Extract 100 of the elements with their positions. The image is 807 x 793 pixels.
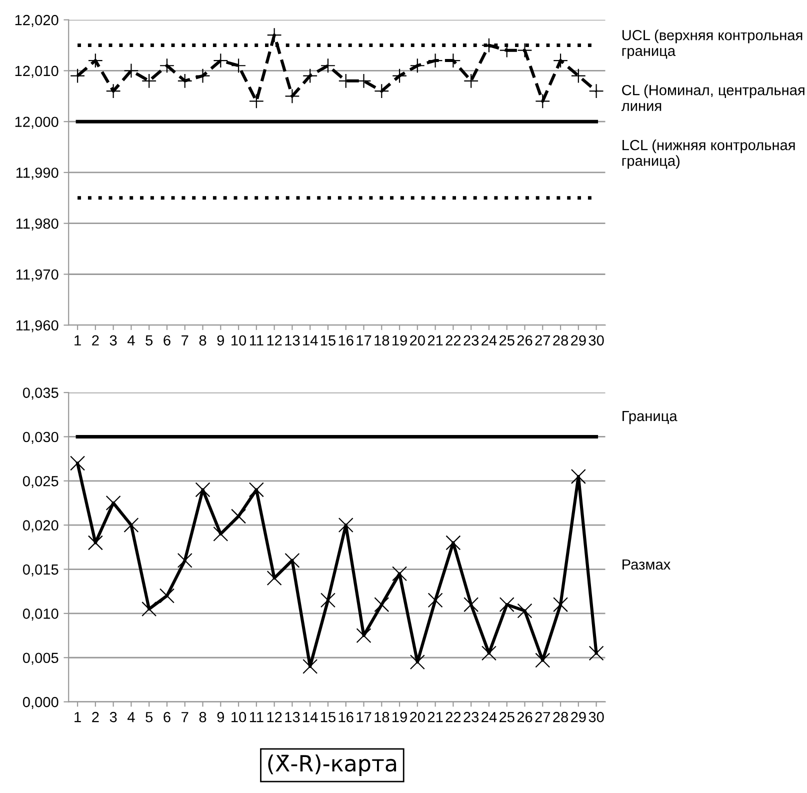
y-tick-label: 12,000 bbox=[15, 116, 58, 129]
point bbox=[248, 482, 264, 498]
x-tick-label: 17 bbox=[356, 335, 372, 346]
x-tick-label: 21 bbox=[428, 712, 443, 722]
point bbox=[588, 84, 604, 99]
x-tick-label: 26 bbox=[517, 335, 532, 346]
x-tick-label: 4 bbox=[127, 712, 135, 722]
point bbox=[124, 518, 139, 533]
point bbox=[517, 603, 532, 618]
x-tick-label: 23 bbox=[464, 712, 479, 722]
point bbox=[553, 53, 568, 68]
point bbox=[213, 526, 228, 542]
y-tick-label: 11,970 bbox=[16, 269, 58, 282]
point bbox=[446, 535, 461, 550]
x-tick-label: 22 bbox=[446, 712, 461, 722]
point bbox=[159, 588, 174, 604]
point bbox=[106, 495, 121, 510]
ref-line-label: CL (Номинал, центральная линия bbox=[621, 84, 804, 111]
point bbox=[553, 597, 568, 612]
x-tick-label: 23 bbox=[464, 335, 479, 346]
x-tick-label: 16 bbox=[338, 712, 354, 722]
point bbox=[284, 552, 300, 568]
point bbox=[481, 646, 496, 661]
point bbox=[248, 94, 264, 109]
point bbox=[142, 602, 157, 617]
y-tick-label: 0,030 bbox=[22, 432, 58, 444]
point bbox=[302, 68, 318, 84]
x-tick-label: 25 bbox=[499, 335, 514, 346]
x-tick-label: 8 bbox=[199, 712, 206, 722]
x-tick-label: 10 bbox=[232, 712, 246, 722]
x-tick-label: 2 bbox=[92, 335, 99, 346]
point bbox=[410, 654, 425, 670]
x-tick-label: 28 bbox=[553, 335, 568, 346]
x-tick-label: 4 bbox=[127, 335, 135, 346]
y-tick-label: 11,960 bbox=[16, 320, 58, 332]
y-tick-label: 12,020 bbox=[15, 14, 58, 27]
x-tick-label: 10 bbox=[232, 335, 246, 346]
x-tick-label: 28 bbox=[553, 712, 568, 722]
x-tick-label: 19 bbox=[392, 712, 407, 722]
x-tick-label: 22 bbox=[446, 335, 461, 346]
x-tick-label: 17 bbox=[356, 712, 372, 722]
x-tick-label: 30 bbox=[588, 335, 604, 346]
point bbox=[392, 68, 408, 84]
point bbox=[70, 68, 86, 84]
point bbox=[464, 597, 479, 612]
point bbox=[570, 468, 586, 484]
x-tick-label: 18 bbox=[374, 335, 390, 346]
x-tick-label: 15 bbox=[320, 335, 336, 346]
ref-line-label: LCL (нижняя контрольная граница) bbox=[622, 140, 795, 169]
ref-line-label: Граница bbox=[622, 411, 678, 424]
x-tick-label: 13 bbox=[285, 712, 300, 722]
x-tick-label: 20 bbox=[410, 712, 425, 722]
x-tick-label: 27 bbox=[535, 335, 550, 346]
x-tick-label: 7 bbox=[182, 335, 188, 346]
x-tick-label: 15 bbox=[320, 712, 336, 722]
x-tick-label: 12 bbox=[267, 712, 282, 722]
x-tick-label: 5 bbox=[146, 712, 153, 722]
x-tick-label: 27 bbox=[535, 712, 550, 722]
y-tick-label: 11,990 bbox=[16, 168, 58, 180]
y-tick-label: 0,000 bbox=[22, 696, 58, 709]
x-tick-label: 21 bbox=[428, 335, 443, 346]
x-tick-label: 24 bbox=[482, 712, 497, 722]
point bbox=[70, 456, 86, 471]
y-tick-label: 0,035 bbox=[22, 388, 58, 400]
x-tick-label: 3 bbox=[110, 335, 117, 346]
x-tick-label: 3 bbox=[110, 712, 117, 722]
x-tick-label: 2 bbox=[92, 712, 99, 722]
point bbox=[195, 482, 210, 498]
x-tick-label: 16 bbox=[338, 335, 354, 346]
point bbox=[338, 518, 354, 533]
point bbox=[320, 58, 336, 74]
text: (X̄-R)-карта bbox=[268, 754, 396, 776]
point bbox=[374, 597, 390, 612]
x-tick-label: 29 bbox=[571, 335, 586, 346]
x-tick-label: 6 bbox=[164, 335, 170, 346]
x-tick-label: 11 bbox=[250, 712, 264, 722]
x-tick-label: 13 bbox=[285, 335, 300, 346]
y-tick-label: 0,015 bbox=[22, 564, 58, 576]
point bbox=[213, 53, 228, 68]
y-tick-label: 12,010 bbox=[15, 66, 58, 78]
point bbox=[392, 566, 408, 582]
x-tick-label: 20 bbox=[410, 335, 425, 346]
x-tick-label: 30 bbox=[588, 712, 604, 722]
x-tick-label: 18 bbox=[374, 712, 390, 722]
x-tick-label: 9 bbox=[217, 712, 224, 722]
point bbox=[535, 652, 550, 668]
x-tick-label: 1 bbox=[74, 335, 81, 346]
x-tick-label: 12 bbox=[267, 335, 282, 346]
x-tick-label: 11 bbox=[250, 335, 264, 346]
point bbox=[159, 58, 174, 74]
point bbox=[535, 94, 550, 109]
point bbox=[374, 84, 390, 99]
x-tick-label: 14 bbox=[303, 712, 318, 722]
point bbox=[302, 658, 318, 674]
point bbox=[499, 597, 514, 612]
x-tick-label: 8 bbox=[199, 335, 206, 346]
x-tick-label: 9 bbox=[217, 335, 224, 346]
point bbox=[588, 646, 604, 661]
point bbox=[124, 63, 139, 78]
point bbox=[231, 58, 246, 74]
